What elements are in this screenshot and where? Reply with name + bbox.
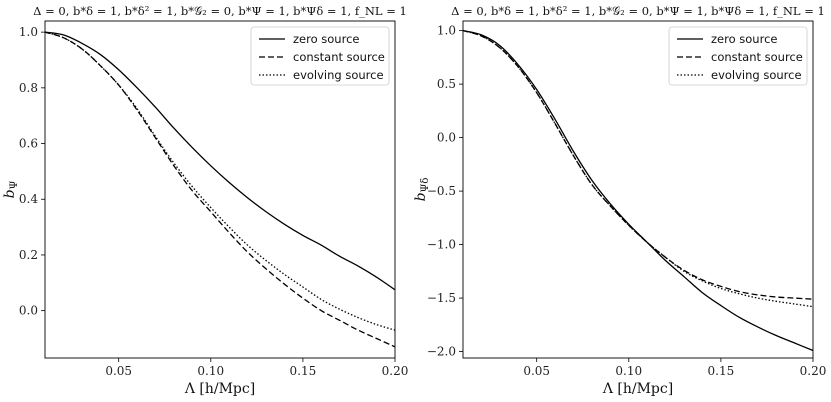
legend-label: evolving source [711, 68, 802, 82]
y-tick-label: 0.4 [19, 192, 38, 206]
chart-panel-2: Δ = 0, b*δ = 1, b*δ² = 1, b*𝒢₂ = 0, b*Ψ … [413, 4, 826, 397]
series-line-zero-source [45, 31, 395, 291]
y-axis-label: bΨδ [413, 178, 431, 202]
legend-label: evolving source [293, 68, 384, 82]
y-axis-label: bΨ [2, 180, 20, 198]
x-tick-label: 0.15 [290, 364, 317, 378]
legend-label: constant source [711, 50, 803, 64]
y-tick-label: −2.0 [427, 345, 456, 359]
plot-frame [462, 20, 814, 359]
legend-label: zero source [711, 32, 777, 46]
x-tick-label: 0.20 [382, 364, 409, 378]
x-tick-label: 0.15 [708, 364, 735, 378]
legend-box [250, 26, 390, 86]
x-tick-label: 0.05 [105, 364, 132, 378]
legend: zero source constant source evolving sourc… [668, 26, 808, 86]
y-tick-label: −0.5 [427, 184, 456, 198]
y-tick-label: 1.0 [19, 25, 38, 39]
series-line-evolving-source [45, 31, 395, 331]
chart-panel-1: Δ = 0, b*δ = 1, b*δ² = 1, b*𝒢₂ = 0, b*Ψ … [2, 4, 408, 397]
x-tick-label: 0.05 [523, 364, 550, 378]
x-tick-label: 0.10 [615, 364, 642, 378]
y-tick-label: −1.0 [427, 238, 456, 252]
y-tick-label: 0.2 [19, 248, 38, 262]
x-tick-label: 0.10 [197, 364, 224, 378]
x-tick-label: 0.20 [800, 364, 827, 378]
legend: zero source constant source evolving sourc… [250, 26, 390, 86]
y-tick-label: 0.0 [19, 304, 38, 318]
y-tick-label: −1.5 [427, 291, 456, 305]
y-tick-label: 0.5 [437, 77, 456, 91]
legend-box [668, 26, 808, 86]
chart-title: Δ = 0, b*δ = 1, b*δ² = 1, b*𝒢₂ = 0, b*Ψ … [451, 4, 825, 18]
legend-label: zero source [293, 32, 359, 46]
x-axis-label: Λ [h/Mpc] [602, 381, 673, 397]
series-line-evolving-source [463, 30, 813, 308]
y-tick-label: 1.0 [437, 24, 456, 38]
y-tick-label: 0.0 [437, 131, 456, 145]
y-tick-label: 0.6 [19, 137, 38, 151]
plot-frame [44, 20, 396, 359]
y-tick-label: 0.8 [19, 81, 38, 95]
chart-title: Δ = 0, b*δ = 1, b*δ² = 1, b*𝒢₂ = 0, b*Ψ … [33, 4, 407, 18]
legend-label: constant source [293, 50, 385, 64]
x-axis-label: Λ [h/Mpc] [184, 381, 255, 397]
